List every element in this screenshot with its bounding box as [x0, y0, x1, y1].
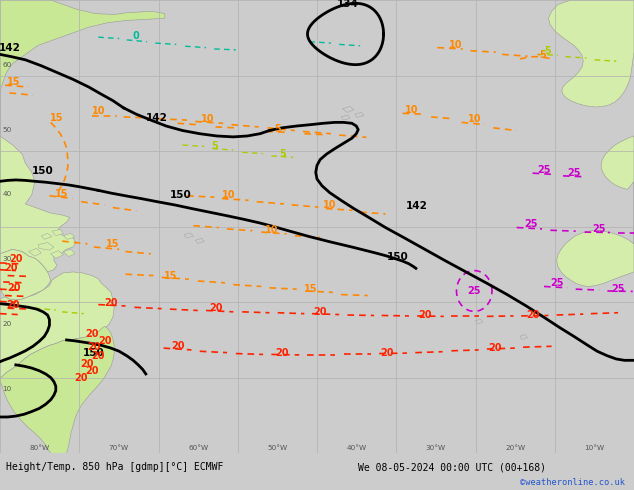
Polygon shape [355, 112, 364, 118]
Text: 150: 150 [32, 166, 54, 176]
Text: 142: 142 [406, 201, 428, 211]
Text: 20: 20 [91, 351, 105, 361]
Text: 150: 150 [170, 190, 191, 200]
Text: 150: 150 [387, 252, 408, 263]
Polygon shape [557, 181, 634, 287]
Text: 20: 20 [6, 299, 20, 310]
Text: 20: 20 [275, 347, 289, 358]
Text: 30: 30 [3, 256, 12, 262]
Polygon shape [0, 0, 165, 91]
Text: 20: 20 [3, 321, 12, 327]
Text: 10: 10 [467, 114, 481, 124]
Text: 20: 20 [74, 373, 88, 384]
Polygon shape [520, 335, 527, 340]
Text: 20: 20 [488, 343, 501, 353]
Polygon shape [195, 239, 204, 244]
Text: 60°W: 60°W [188, 445, 208, 451]
Polygon shape [0, 326, 114, 453]
Text: 20: 20 [209, 303, 223, 313]
Text: We 08-05-2024 00:00 UTC (00+168): We 08-05-2024 00:00 UTC (00+168) [358, 462, 547, 472]
Text: 134: 134 [337, 0, 358, 9]
Text: 25: 25 [592, 224, 606, 234]
Text: 40°W: 40°W [347, 445, 366, 451]
Text: 20: 20 [9, 254, 23, 264]
Text: 10: 10 [264, 225, 278, 235]
Text: 0: 0 [133, 31, 139, 41]
Text: 15: 15 [55, 189, 69, 199]
Text: 15: 15 [304, 284, 318, 294]
Text: 10: 10 [405, 105, 419, 115]
Text: 15: 15 [7, 76, 21, 87]
Text: Height/Temp. 850 hPa [gdmp][°C] ECMWF: Height/Temp. 850 hPa [gdmp][°C] ECMWF [6, 462, 224, 472]
Text: 20: 20 [104, 298, 118, 308]
Text: 5: 5 [275, 124, 281, 134]
Text: 20: 20 [98, 336, 112, 346]
Polygon shape [601, 136, 634, 190]
Text: 10: 10 [201, 114, 215, 124]
Text: 20: 20 [526, 310, 540, 319]
Text: -5: -5 [537, 50, 547, 60]
Text: 40: 40 [3, 191, 12, 197]
Text: 15: 15 [50, 113, 64, 123]
Polygon shape [63, 249, 75, 257]
Text: 10: 10 [91, 106, 105, 116]
Text: 25: 25 [567, 168, 581, 178]
Text: 5: 5 [211, 141, 217, 151]
Text: 25: 25 [537, 165, 551, 175]
Polygon shape [184, 233, 193, 238]
Text: 70°W: 70°W [109, 445, 129, 451]
Text: 80°W: 80°W [30, 445, 49, 451]
Polygon shape [476, 319, 483, 324]
Polygon shape [52, 229, 63, 236]
Text: 20: 20 [81, 359, 94, 368]
Text: 20: 20 [85, 366, 99, 376]
Polygon shape [63, 233, 75, 239]
Text: 5: 5 [279, 149, 285, 159]
Text: 15: 15 [164, 271, 178, 281]
Text: 10: 10 [221, 190, 235, 200]
Text: 25: 25 [524, 220, 538, 229]
Text: 142: 142 [146, 113, 168, 123]
Polygon shape [548, 0, 634, 107]
Text: 20: 20 [7, 283, 21, 293]
Polygon shape [51, 251, 63, 258]
Text: 20: 20 [85, 329, 99, 340]
Polygon shape [38, 243, 54, 250]
Polygon shape [0, 272, 114, 378]
Text: 30°W: 30°W [426, 445, 446, 451]
Polygon shape [41, 233, 52, 239]
Text: 10: 10 [448, 40, 462, 50]
Polygon shape [342, 106, 354, 112]
Text: 20: 20 [380, 347, 394, 358]
Text: 150: 150 [83, 348, 105, 358]
Polygon shape [29, 248, 41, 256]
Polygon shape [0, 0, 76, 272]
Polygon shape [0, 249, 51, 300]
Text: 25: 25 [611, 284, 625, 294]
Text: 20: 20 [171, 341, 184, 351]
Text: 50: 50 [3, 126, 12, 132]
Text: 25: 25 [467, 286, 481, 296]
Text: 20: 20 [4, 263, 18, 273]
Text: 50°W: 50°W [268, 445, 287, 451]
Text: 20: 20 [87, 342, 101, 352]
Text: 10: 10 [3, 386, 12, 392]
Polygon shape [341, 115, 350, 120]
Text: ©weatheronline.co.uk: ©weatheronline.co.uk [520, 478, 625, 487]
Text: 20°W: 20°W [505, 445, 525, 451]
Text: 10: 10 [323, 200, 337, 210]
Text: -5: -5 [541, 46, 552, 56]
Text: 15: 15 [106, 239, 120, 249]
Text: 20: 20 [313, 307, 327, 317]
Text: 60: 60 [3, 62, 12, 68]
Text: 10°W: 10°W [585, 445, 604, 451]
Text: 20: 20 [418, 310, 432, 319]
Text: 25: 25 [550, 278, 564, 288]
Text: 142: 142 [0, 44, 21, 53]
